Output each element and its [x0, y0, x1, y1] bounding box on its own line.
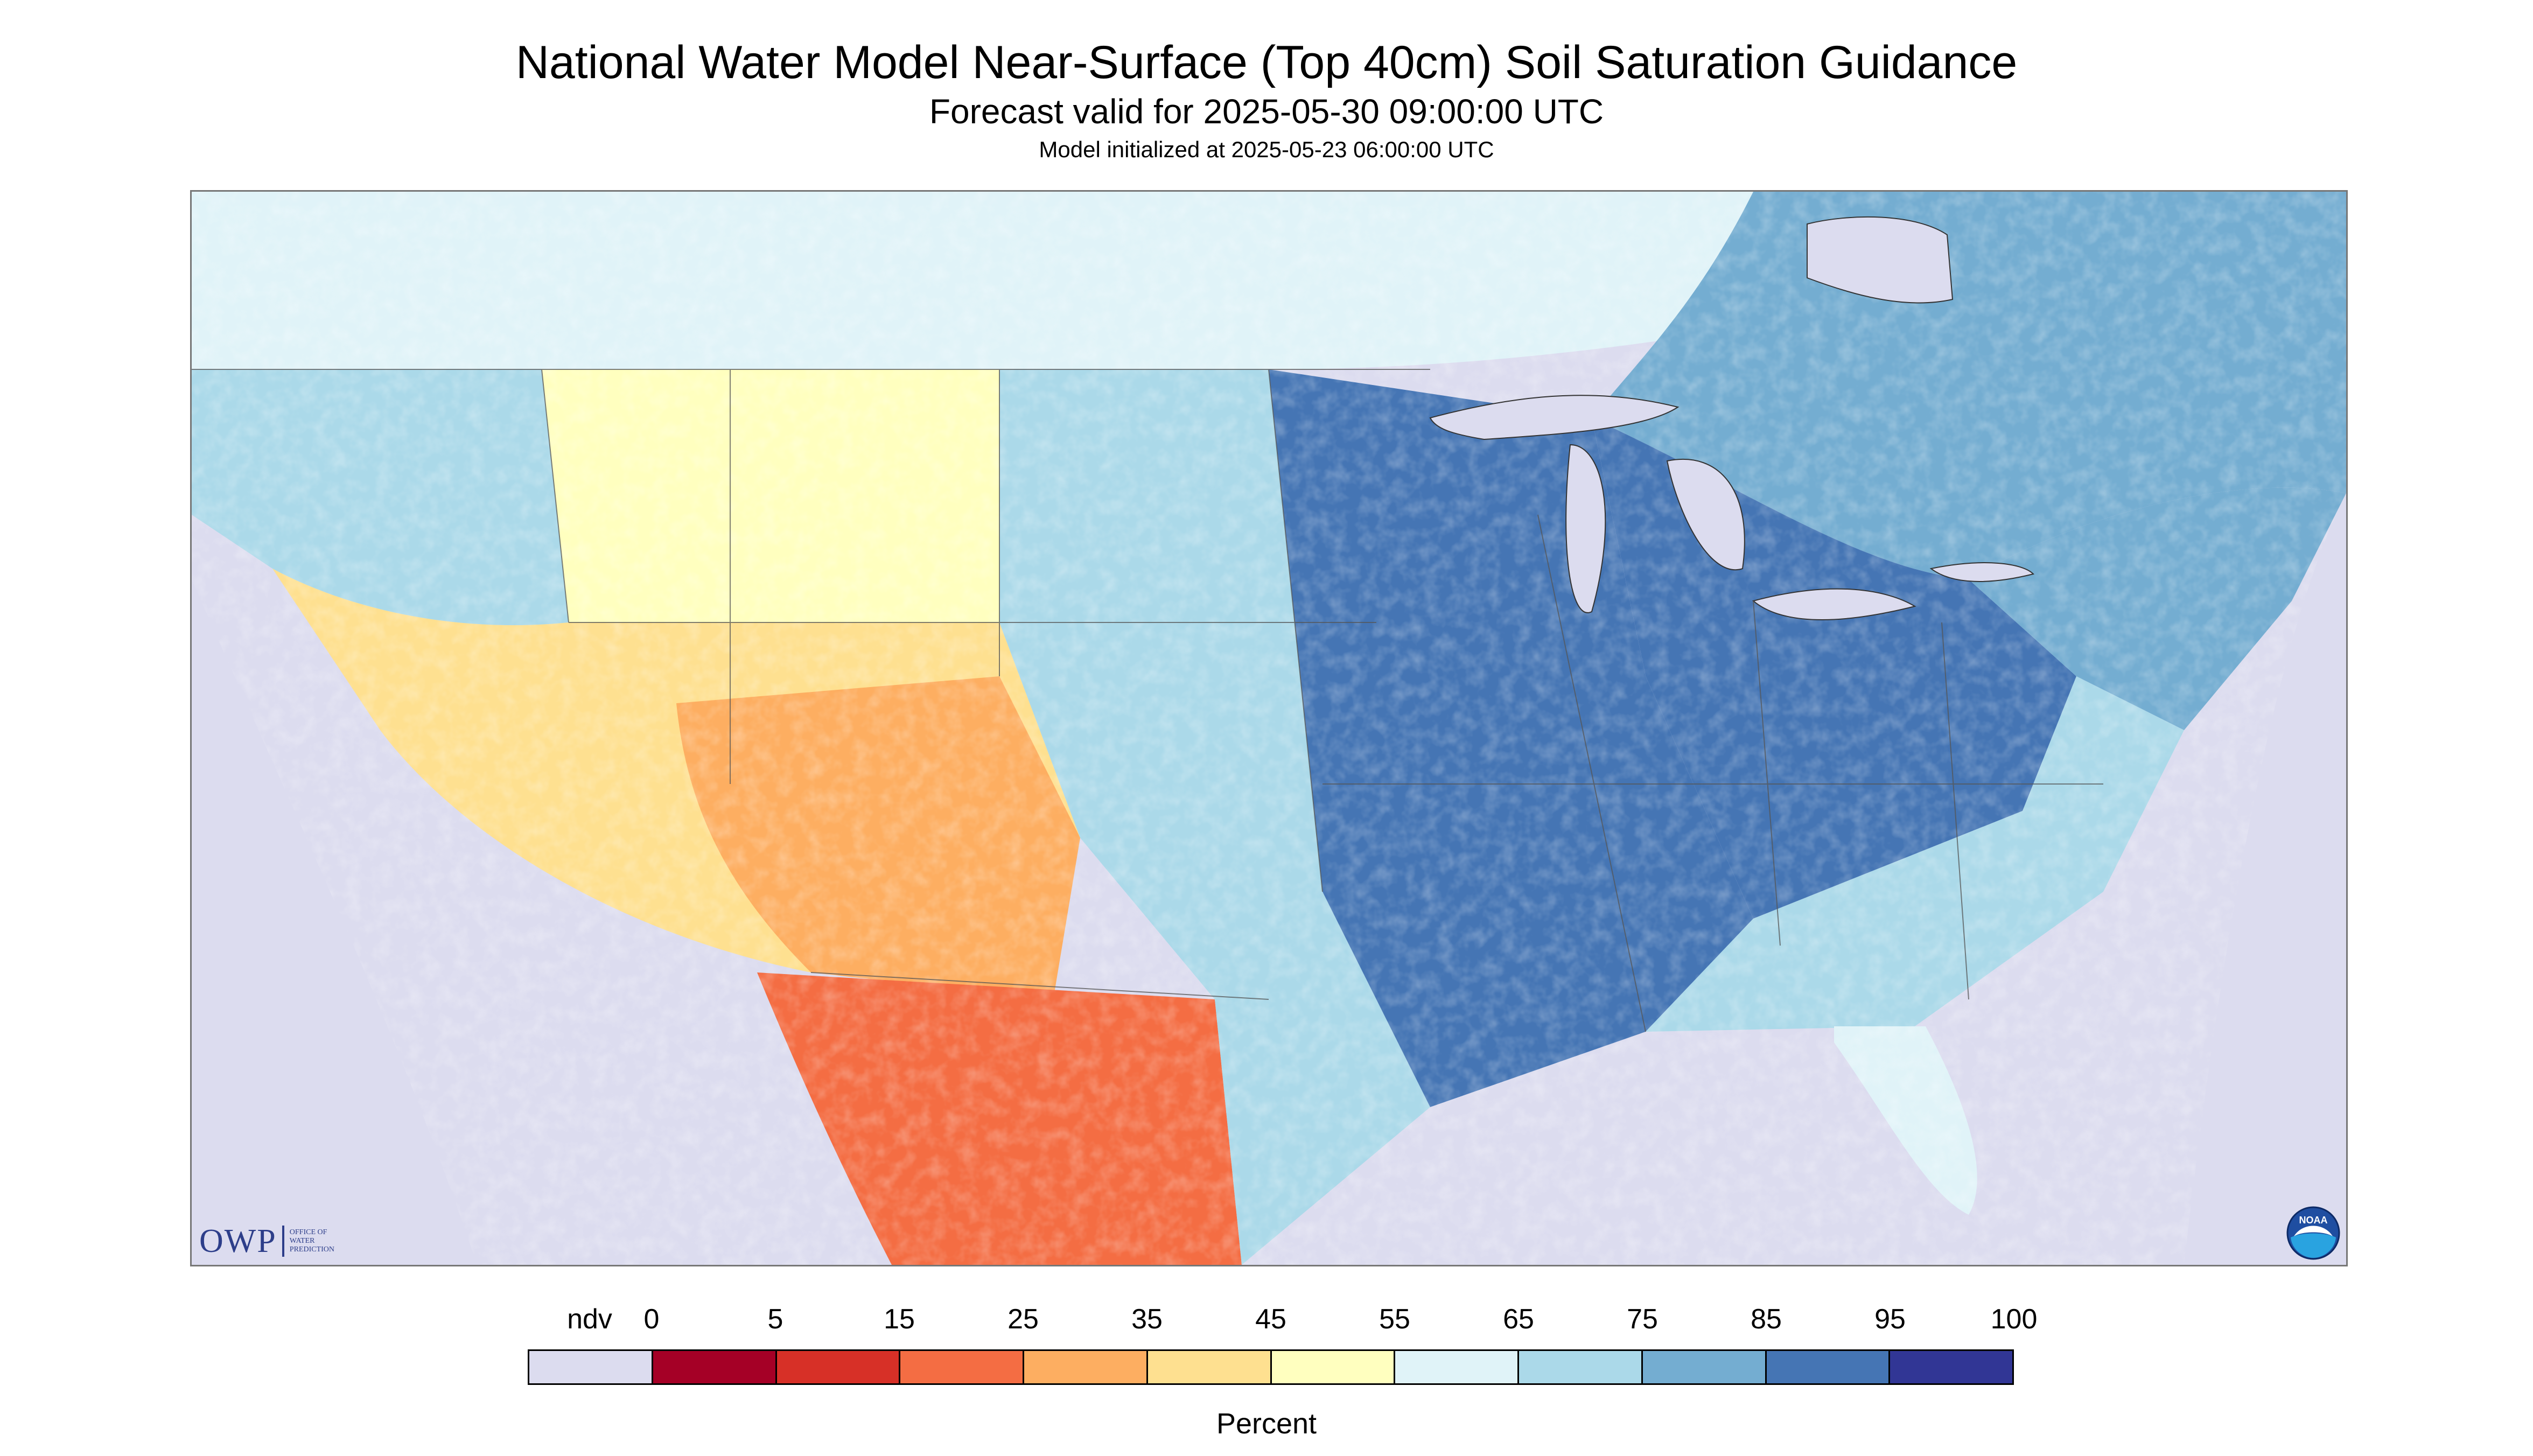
- color-legend: [528, 1349, 2014, 1385]
- land-layer: [192, 192, 2346, 1265]
- legend-swatch: [1271, 1351, 1396, 1383]
- legend-tick-label: 65: [1503, 1304, 1534, 1335]
- legend-swatch: [1766, 1351, 1891, 1383]
- legend-swatch: [529, 1351, 653, 1383]
- legend-swatch: [900, 1351, 1024, 1383]
- legend-tick-label: 75: [1627, 1304, 1658, 1335]
- legend-tick-label: 35: [1131, 1304, 1163, 1335]
- boundary-lines: [192, 369, 2103, 1032]
- legend-swatch: [776, 1351, 901, 1383]
- forecast-valid-time: Forecast valid for 2025-05-30 09:00:00 U…: [929, 92, 1604, 131]
- legend-tick-label: 15: [884, 1304, 915, 1335]
- owp-logo-subtext: OFFICE OF WATER PREDICTION: [290, 1228, 334, 1254]
- legend-swatch: [1024, 1351, 1148, 1383]
- owp-logo-divider: [282, 1226, 284, 1257]
- legend-tick-label: 95: [1874, 1304, 1906, 1335]
- owp-logo-line-1: OFFICE OF: [289, 1228, 327, 1236]
- owp-logo: OWP OFFICE OF WATER PREDICTION: [199, 1222, 334, 1260]
- legend-tick-label: 5: [767, 1304, 783, 1335]
- legend-tick-label: 55: [1379, 1304, 1410, 1335]
- map-canvas: [192, 192, 2346, 1265]
- legend-swatch: [1890, 1351, 2012, 1383]
- model-init-time: Model initialized at 2025-05-23 06:00:00…: [1039, 137, 1494, 162]
- legend-labels: ndv 0 5 15 25 35 45 55 65 75 85 95 100: [528, 1303, 2037, 1335]
- legend-label-ndv: ndv: [567, 1304, 612, 1335]
- owp-logo-text: OWP: [199, 1222, 277, 1259]
- legend-tick-label: 45: [1255, 1304, 1286, 1335]
- legend-swatch: [1519, 1351, 1643, 1383]
- legend-swatch: [1147, 1351, 1272, 1383]
- noaa-logo: NOAA: [2286, 1206, 2340, 1260]
- legend-swatch: [1642, 1351, 1767, 1383]
- legend-unit-label: Percent: [1216, 1408, 1317, 1440]
- legend-tick-label: 0: [643, 1304, 660, 1335]
- owp-logo-line-3: PREDICTION: [289, 1245, 335, 1254]
- map-title: National Water Model Near-Surface (Top 4…: [515, 37, 2018, 88]
- legend-tick-label: 25: [1007, 1304, 1039, 1335]
- legend-swatch: [1395, 1351, 1519, 1383]
- soil-saturation-map[interactable]: [190, 190, 2348, 1266]
- great-lakes: [1429, 216, 2034, 620]
- owp-logo-line-2: WATER: [289, 1237, 315, 1245]
- noaa-logo-text: NOAA: [2299, 1215, 2328, 1226]
- legend-tick-label: 85: [1751, 1304, 1782, 1335]
- texture-overlay: [192, 192, 2346, 1265]
- legend-tick-label: 100: [1990, 1304, 2038, 1335]
- legend-swatch: [653, 1351, 777, 1383]
